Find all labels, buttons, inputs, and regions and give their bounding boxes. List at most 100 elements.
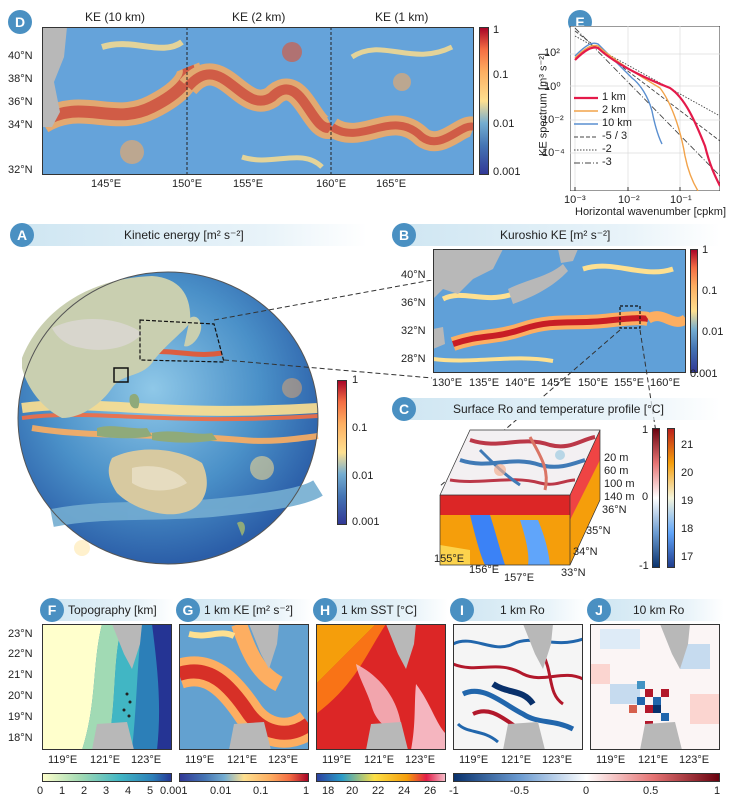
- panel-c-ro-colorbar: [652, 428, 660, 568]
- panel-c-temp-tick: 20: [681, 467, 694, 479]
- panel-j-lon-tick: 119°E: [596, 754, 626, 766]
- panel-e-xlabel: Horizontal wavenumber [cpkm]: [575, 206, 727, 218]
- panel-c-title: Surface Ro and temperature profile [°C]: [453, 402, 664, 416]
- panel-h-badge: H: [313, 598, 337, 622]
- panel-i-lon-tick: 123°E: [542, 754, 573, 766]
- panel-h-lon-tick: 123°E: [405, 754, 436, 766]
- panel-e-legend-2km: 2 km: [602, 104, 626, 116]
- panel-d-cbar-tick: 0.1: [493, 69, 509, 81]
- panel-f-badge: F: [40, 598, 64, 622]
- panel-d-lat-tick: 32°N: [8, 164, 33, 176]
- panel-d-lon-tick: 165°E: [376, 178, 407, 190]
- panel-d-lon-tick: 150°E: [172, 178, 203, 190]
- panel-d-cbar-tick: 1: [493, 24, 500, 36]
- panel-f-cbar-tick: 5: [147, 785, 154, 797]
- panel-b-lat-tick: 36°N: [401, 297, 426, 309]
- panel-ij-colorbar: [453, 773, 720, 782]
- panel-f-lon-tick: 119°E: [48, 754, 78, 766]
- panel-a-cbar-tick: 1: [352, 374, 359, 386]
- panel-e-ylabel: KE spectrum [m³ s⁻²]: [537, 53, 550, 156]
- panel-f-lon-tick: 121°E: [90, 754, 121, 766]
- panel-c-depth-tick: 100 m: [604, 478, 635, 490]
- panel-e-spectrum-plot: [570, 26, 720, 191]
- panel-b-lon-tick: 150°E: [578, 377, 609, 389]
- panel-c-lon-tick: 155°E: [434, 553, 465, 565]
- panel-c-temp-colorbar: [667, 428, 675, 568]
- panel-a-cbar-tick: 0.01: [352, 470, 374, 482]
- panel-j-banner: [598, 599, 724, 621]
- panel-e-xtick: 10⁻³: [564, 194, 586, 206]
- panel-c-depth-tick: 20 m: [604, 452, 629, 464]
- panel-c-ro-tick: -1: [639, 560, 649, 572]
- panel-f-banner: [48, 599, 174, 621]
- panel-b-title: Kuroshio KE [m² s⁻²]: [500, 228, 611, 242]
- panel-i-banner: [460, 599, 586, 621]
- panel-a-to-b-connectors: [214, 280, 433, 379]
- panel-b-lon-tick: 160°E: [650, 377, 681, 389]
- panel-c-3d-box: [439, 429, 601, 566]
- panel-h-cbar-tick: 26: [424, 785, 437, 797]
- bottom-lat-tick: 19°N: [8, 711, 33, 723]
- panel-j-map: [590, 624, 720, 750]
- bottom-lat-tick: 20°N: [8, 690, 33, 702]
- panel-c-lat-tick: 33°N: [561, 567, 586, 579]
- panel-b-cbar-tick: 1: [702, 244, 709, 256]
- panel-d-lat-tick: 34°N: [8, 119, 33, 131]
- panel-a-colorbar: [337, 380, 347, 525]
- panel-e-legend-10km: 10 km: [602, 117, 632, 129]
- panel-c-ro-tick: 1: [642, 424, 649, 436]
- panel-a-badge: A: [10, 223, 34, 247]
- panel-d-cbar-tick: 0.001: [493, 166, 521, 178]
- panel-d-title-1km: KE (1 km): [375, 10, 429, 24]
- panel-g-lon-tick: 121°E: [227, 754, 258, 766]
- panel-f-title: Topography [km]: [68, 603, 157, 617]
- panel-f-cbar-tick: 0: [37, 785, 44, 797]
- panel-d-lat-tick: 40°N: [8, 50, 33, 62]
- panel-d-badge: D: [8, 10, 32, 34]
- panel-f-colorbar: [42, 773, 172, 782]
- panel-i-badge: I: [450, 598, 474, 622]
- panel-c-temp-tick: 17: [681, 551, 694, 563]
- panel-f-map: [42, 624, 172, 750]
- panel-e-ytick: 10⁻⁴: [542, 147, 565, 159]
- panel-b-lon-tick: 145°E: [541, 377, 572, 389]
- panel-c-temp-tick: 18: [681, 523, 694, 535]
- panel-g-lon-tick: 123°E: [268, 754, 299, 766]
- bottom-lat-tick: 21°N: [8, 669, 33, 681]
- panel-c-ro-tick: 0: [642, 491, 649, 503]
- panel-b-cbar-tick: 0.01: [702, 326, 724, 338]
- panel-g-cbar-tick: 1: [303, 785, 310, 797]
- panel-a-banner: [22, 224, 367, 246]
- panel-g-badge: G: [176, 598, 200, 622]
- panel-d-lat-tick: 38°N: [8, 73, 33, 85]
- panel-ij-cbar-tick: -1: [449, 785, 459, 797]
- panel-h-cbar-tick: 22: [372, 785, 385, 797]
- panel-e-ytick: 10²: [544, 47, 560, 59]
- panel-j-lon-tick: 123°E: [679, 754, 710, 766]
- panel-e-ytick: 10⁻²: [542, 114, 564, 126]
- panel-e-legend-1km: 1 km: [602, 91, 626, 103]
- panel-a-cbar-tick: 0.1: [352, 422, 368, 434]
- panel-h-colorbar: [316, 773, 446, 782]
- panel-d-lon-tick: 160°E: [316, 178, 347, 190]
- panel-g-cbar-tick: 0.1: [253, 785, 269, 797]
- panel-g-cbar-tick: 0.01: [210, 785, 232, 797]
- panel-j-badge: J: [587, 598, 611, 622]
- panel-i-title: 1 km Ro: [500, 603, 545, 617]
- panel-b-lat-tick: 28°N: [401, 353, 426, 365]
- panel-d-title-10km: KE (10 km): [85, 10, 146, 24]
- panel-ij-cbar-tick: 0.5: [643, 785, 659, 797]
- panel-d-cbar-tick: 0.01: [493, 118, 515, 130]
- panel-c-banner: [400, 398, 720, 420]
- panel-ij-cbar-tick: -0.5: [510, 785, 529, 797]
- panel-ij-cbar-tick: 1: [714, 785, 721, 797]
- panel-c-badge: C: [392, 397, 416, 421]
- panel-g-lon-tick: 119°E: [185, 754, 215, 766]
- panel-h-cbar-tick: 24: [398, 785, 411, 797]
- panel-j-lon-tick: 121°E: [638, 754, 669, 766]
- bottom-lat-tick: 22°N: [8, 648, 33, 660]
- panel-d-colorbar: [479, 27, 489, 175]
- panel-g-cbar-tick: 0.001: [160, 785, 188, 797]
- panel-g-map: [179, 624, 309, 750]
- panel-f-lon-tick: 123°E: [131, 754, 162, 766]
